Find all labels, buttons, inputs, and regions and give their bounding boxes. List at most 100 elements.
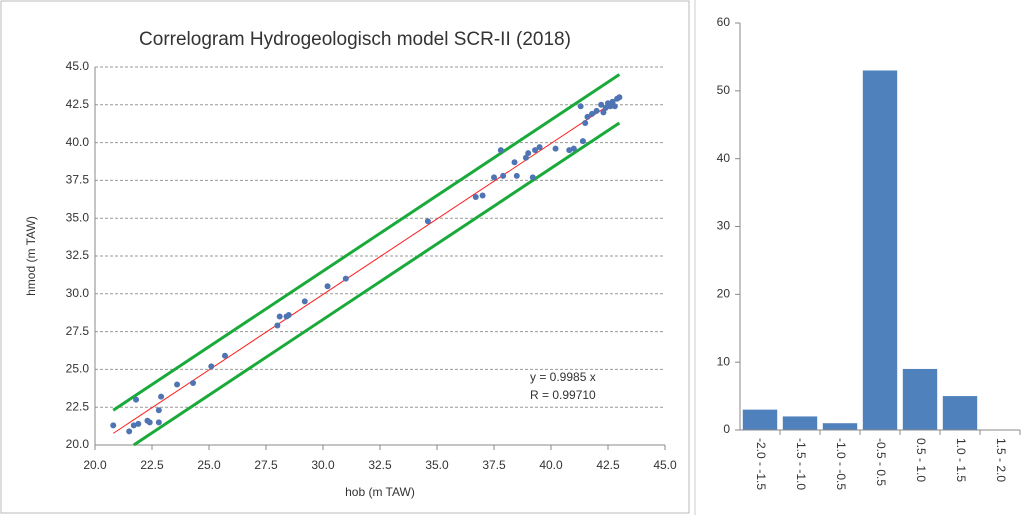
- y-tick-label: 45.0: [66, 59, 90, 73]
- annotation: R = 0.99710: [530, 388, 596, 402]
- point: [570, 145, 577, 152]
- point: [589, 110, 596, 117]
- point: [424, 218, 431, 225]
- bar: [942, 396, 978, 430]
- y-tick-label: 0: [723, 422, 730, 436]
- y-tick-label: 40: [717, 151, 731, 165]
- point: [324, 283, 331, 290]
- point: [301, 298, 308, 305]
- y-tick-label: 27.5: [66, 324, 90, 338]
- point: [522, 154, 529, 161]
- point: [529, 174, 536, 181]
- y-tick-label: 30.0: [66, 286, 90, 300]
- x-tick-label: 20.0: [83, 458, 107, 472]
- x-tick-label: 42.5: [596, 458, 620, 472]
- y-tick-label: 25.0: [66, 362, 90, 376]
- point: [190, 380, 197, 387]
- x-tick-label: -0.5 - 0.5: [874, 438, 888, 486]
- bar: [822, 423, 858, 430]
- point: [491, 174, 497, 181]
- x-tick-label: 35.0: [425, 458, 449, 472]
- x-tick-label: 27.5: [254, 458, 278, 472]
- line: [112, 73, 621, 412]
- point: [532, 147, 539, 154]
- x-tick-label: -1.5 - -1.0: [794, 438, 808, 490]
- y-tick-label: 40.0: [66, 135, 90, 149]
- point: [600, 109, 607, 116]
- point: [174, 381, 181, 388]
- x-tick-label: 25.0: [197, 458, 221, 472]
- bar: [742, 409, 778, 430]
- point: [126, 428, 133, 435]
- x-tick-label: -1.0 - -0.5: [834, 438, 848, 490]
- y-tick-label: 20: [717, 287, 731, 301]
- point: [221, 352, 228, 359]
- x-tick-label: -2.0 - -1.5: [754, 438, 768, 490]
- y-tick-label: 20.0: [66, 437, 90, 451]
- point: [276, 313, 283, 320]
- bar: [902, 368, 938, 430]
- point: [582, 119, 589, 126]
- y-tick-label: 50: [717, 83, 731, 97]
- bar: [862, 70, 898, 430]
- point: [130, 422, 137, 429]
- y-tick-label: 35.0: [66, 210, 90, 224]
- x-tick-label: 40.0: [539, 458, 563, 472]
- y-tick-label: 22.5: [66, 399, 90, 413]
- bar: [782, 416, 818, 430]
- x-tick-label: 32.5: [368, 458, 392, 472]
- point: [472, 194, 479, 201]
- y-axis-label: hmod (m TAW): [24, 216, 38, 296]
- y-tick-label: 60: [717, 15, 731, 29]
- point: [500, 172, 507, 179]
- y-tick-label: 42.5: [66, 97, 90, 111]
- y-tick-label: 10: [717, 354, 731, 368]
- point: [133, 396, 140, 403]
- point: [584, 113, 591, 120]
- point: [513, 172, 520, 179]
- point: [611, 103, 618, 110]
- point: [552, 145, 559, 152]
- point: [135, 420, 142, 427]
- point: [158, 393, 165, 400]
- line: [112, 97, 620, 434]
- point: [577, 103, 584, 110]
- point: [110, 422, 117, 429]
- y-tick-label: 32.5: [66, 248, 90, 262]
- point: [146, 419, 153, 426]
- point: [609, 98, 616, 105]
- x-tick-label: 45.0: [653, 458, 677, 472]
- point: [602, 104, 609, 111]
- x-tick-label: 30.0: [311, 458, 335, 472]
- point: [536, 144, 543, 151]
- point: [208, 363, 215, 370]
- scatter-frame: [0, 0, 690, 514]
- x-tick-label: 0.5 - 1.0: [914, 438, 928, 482]
- x-tick-label: 22.5: [140, 458, 164, 472]
- point: [497, 147, 504, 154]
- point: [593, 107, 600, 114]
- y-tick-label: 30: [717, 219, 731, 233]
- x-tick-label: 37.5: [482, 458, 506, 472]
- x-tick-label: 1.0 - 1.5: [954, 438, 968, 482]
- x-tick-label: 1.5 - 2.0: [994, 438, 1008, 482]
- annotation: y = 0.9985 x: [530, 370, 596, 384]
- point: [616, 94, 623, 101]
- point: [525, 150, 532, 157]
- point: [579, 138, 586, 145]
- line: [132, 121, 621, 447]
- point: [479, 192, 486, 199]
- point: [274, 322, 281, 329]
- point: [155, 407, 162, 414]
- point: [285, 311, 292, 318]
- x-axis-label: hob (m TAW): [345, 485, 415, 499]
- point: [566, 147, 573, 154]
- point: [155, 419, 162, 426]
- point: [607, 103, 614, 110]
- point: [511, 159, 518, 166]
- point: [598, 101, 605, 108]
- point: [342, 275, 349, 282]
- chart-title: Correlogram Hydrogeologisch model SCR-II…: [139, 29, 571, 50]
- y-tick-label: 37.5: [66, 173, 90, 187]
